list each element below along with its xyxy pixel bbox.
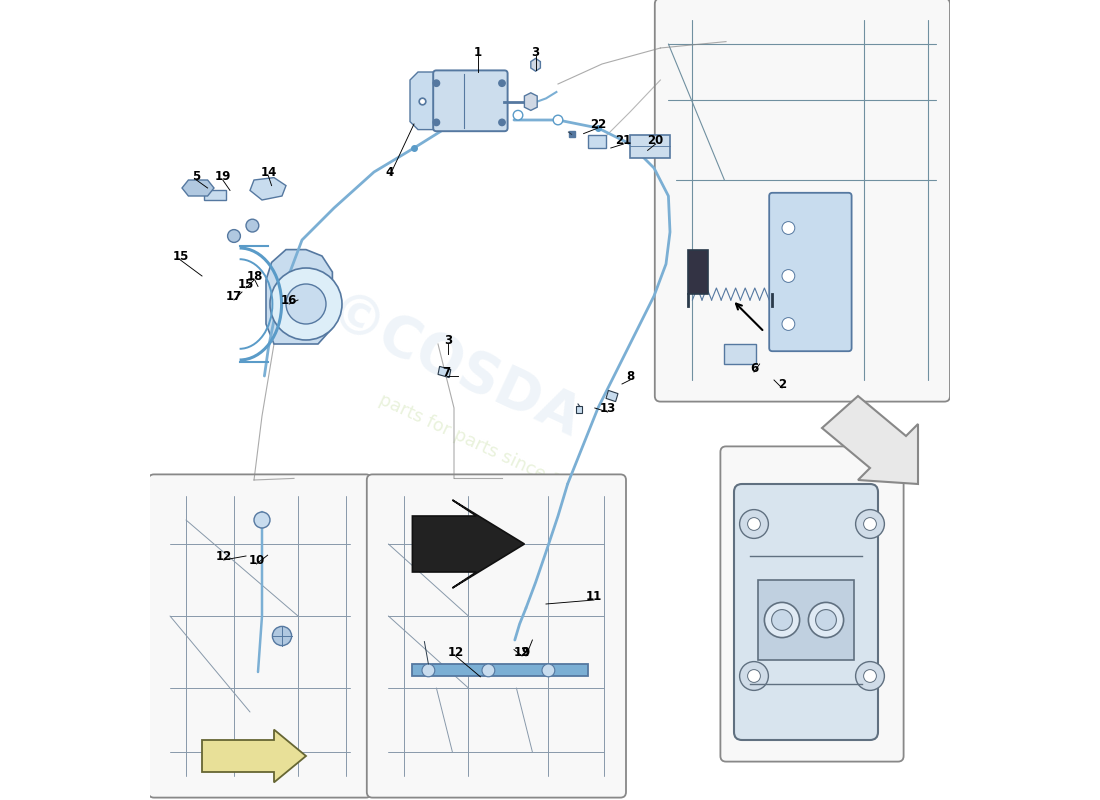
Polygon shape (531, 58, 540, 71)
Bar (412, 664, 588, 676)
Circle shape (771, 610, 792, 630)
Text: 1: 1 (474, 46, 482, 58)
Circle shape (542, 664, 554, 677)
Text: 22: 22 (590, 118, 606, 130)
Circle shape (764, 602, 800, 638)
FancyBboxPatch shape (769, 193, 851, 351)
FancyBboxPatch shape (148, 474, 372, 798)
Polygon shape (575, 406, 582, 413)
Polygon shape (202, 730, 306, 782)
Text: 16: 16 (280, 294, 297, 306)
Text: 15: 15 (238, 278, 254, 290)
Text: 6: 6 (750, 362, 758, 374)
Text: 8: 8 (626, 370, 634, 382)
Circle shape (856, 662, 884, 690)
Text: 7: 7 (442, 366, 451, 378)
Circle shape (422, 664, 435, 677)
Polygon shape (205, 190, 225, 200)
Circle shape (748, 518, 760, 530)
Circle shape (782, 222, 795, 234)
Bar (758, 580, 854, 660)
Text: parts for parts since 1985: parts for parts since 1985 (376, 390, 595, 506)
Circle shape (782, 270, 795, 282)
Circle shape (739, 662, 769, 690)
Polygon shape (412, 500, 525, 588)
FancyBboxPatch shape (433, 70, 507, 131)
Polygon shape (822, 396, 918, 484)
Circle shape (433, 119, 440, 126)
Text: 17: 17 (226, 290, 242, 302)
Text: 15: 15 (173, 250, 188, 262)
Text: 11: 11 (586, 590, 602, 602)
Circle shape (514, 110, 522, 120)
Text: 18: 18 (246, 270, 263, 282)
Polygon shape (525, 93, 537, 110)
FancyBboxPatch shape (654, 0, 950, 402)
Text: 13: 13 (600, 402, 616, 414)
Polygon shape (266, 250, 332, 344)
Polygon shape (606, 390, 618, 402)
Polygon shape (250, 178, 286, 200)
Text: 21: 21 (616, 134, 631, 146)
Bar (630, 135, 670, 158)
Bar (689, 250, 708, 294)
Text: 3: 3 (531, 46, 540, 58)
Text: 20: 20 (648, 134, 663, 146)
Circle shape (782, 318, 795, 330)
Circle shape (270, 268, 342, 340)
Circle shape (433, 80, 440, 86)
Circle shape (864, 518, 877, 530)
Circle shape (286, 284, 326, 324)
Circle shape (254, 512, 270, 528)
Polygon shape (410, 72, 438, 130)
Text: 12: 12 (216, 550, 232, 562)
Text: 5: 5 (192, 170, 200, 182)
FancyBboxPatch shape (366, 474, 626, 798)
Circle shape (864, 670, 877, 682)
Circle shape (273, 626, 292, 646)
Text: 14: 14 (261, 166, 276, 178)
Text: 4: 4 (386, 166, 394, 178)
Circle shape (482, 664, 495, 677)
Text: 3: 3 (444, 334, 452, 346)
Text: 12: 12 (448, 646, 464, 658)
Circle shape (815, 610, 836, 630)
Bar (725, 344, 757, 364)
Text: 19: 19 (214, 170, 231, 182)
Circle shape (498, 119, 505, 126)
Circle shape (856, 510, 884, 538)
Text: 9: 9 (521, 646, 530, 658)
Circle shape (228, 230, 241, 242)
Text: 12: 12 (514, 646, 530, 658)
Text: ©COSDA: ©COSDA (319, 286, 588, 450)
Polygon shape (438, 366, 451, 378)
Circle shape (553, 115, 563, 125)
Text: 2: 2 (778, 378, 786, 390)
Circle shape (246, 219, 258, 232)
Circle shape (808, 602, 844, 638)
Circle shape (748, 670, 760, 682)
Bar (588, 135, 606, 148)
Circle shape (498, 80, 505, 86)
FancyBboxPatch shape (720, 446, 903, 762)
Text: 10: 10 (249, 554, 264, 566)
Circle shape (739, 510, 769, 538)
Polygon shape (182, 180, 214, 196)
FancyBboxPatch shape (734, 484, 878, 740)
